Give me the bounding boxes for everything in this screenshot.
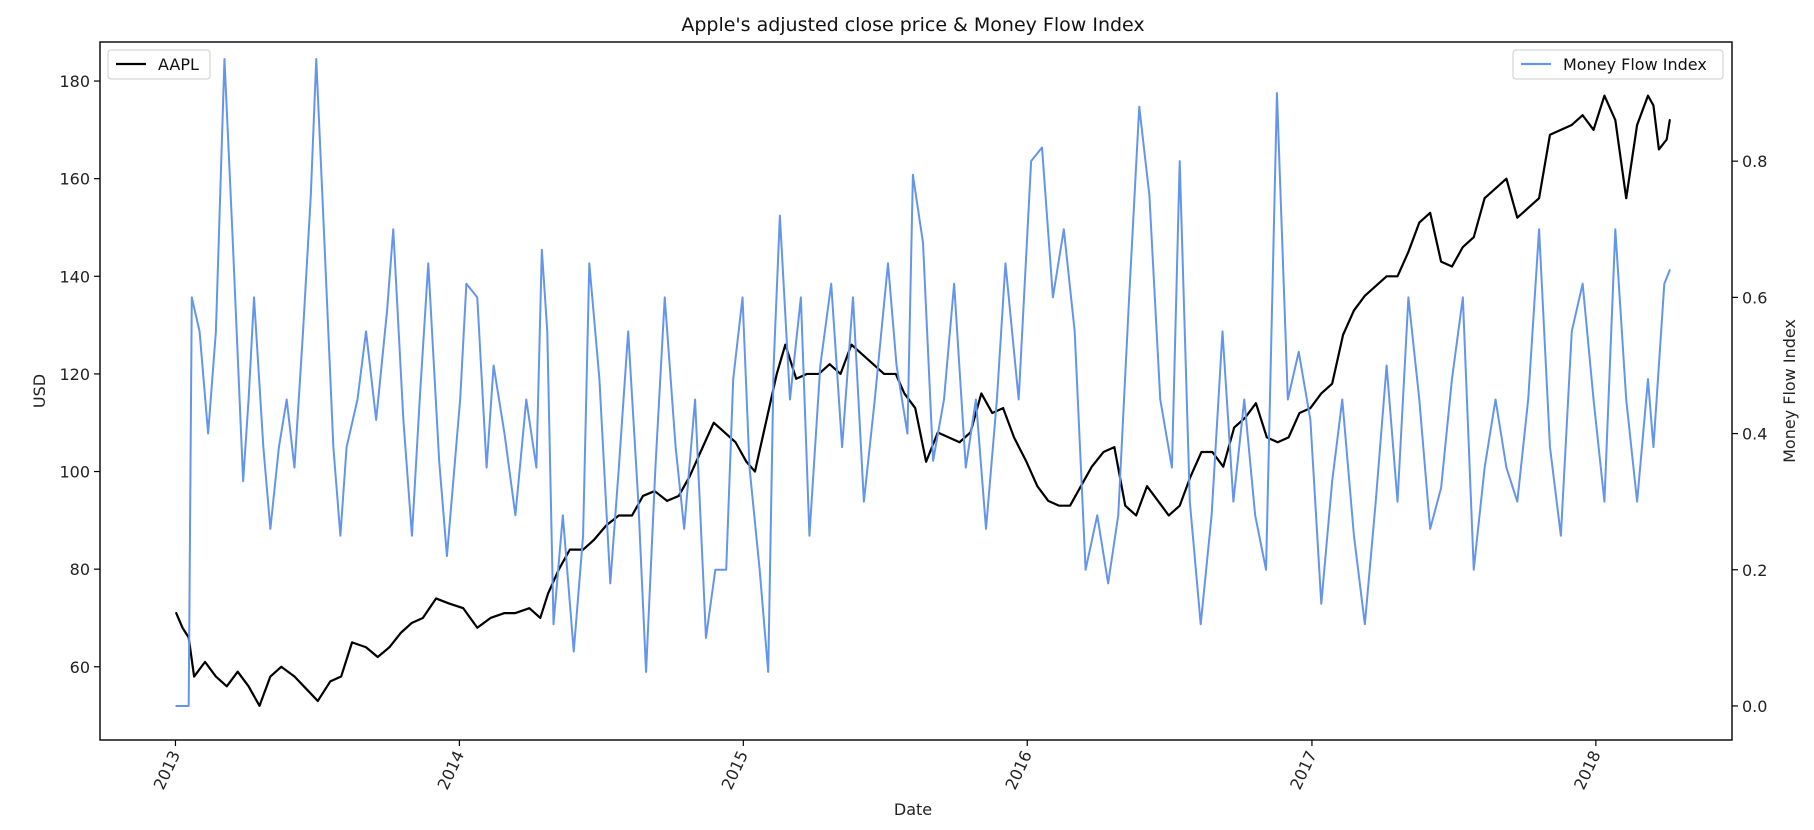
x-tick-label: 2018: [1570, 748, 1604, 793]
y-left-tick-label: 140: [59, 267, 90, 286]
legend-left: AAPL: [107, 49, 211, 80]
y-left-axis-label: USD: [30, 374, 49, 408]
legend-right-label: Money Flow Index: [1563, 55, 1707, 74]
legend-right: Money Flow Index: [1512, 49, 1724, 80]
x-axis-label: Date: [894, 800, 932, 819]
x-tick-label: 2017: [1286, 748, 1320, 793]
y-right-tick-label: 0.6: [1742, 288, 1767, 307]
x-tick-label: 2013: [150, 748, 184, 793]
y-right-axis-label: Money Flow Index: [1780, 319, 1799, 463]
series-layer: [175, 58, 1671, 707]
series-line-aapl: [175, 94, 1671, 707]
legend-right-box: [1512, 49, 1724, 80]
y-left-tick-label: 60: [70, 658, 90, 677]
plot-frame: [99, 41, 1733, 741]
y-right-tick-label: 0.4: [1742, 425, 1767, 444]
x-tick-label: 2014: [434, 748, 468, 793]
y-right-tick-label: 0.8: [1742, 152, 1767, 171]
legend-left-box: [107, 49, 211, 80]
legend-left-label: AAPL: [158, 55, 199, 74]
axes-layer: 60 80 100 120 140 160 180 0.0 0.2 0.4 0.6 0.8 2013 20…: [59, 72, 1767, 793]
y-left-tick-label: 180: [59, 72, 90, 91]
y-left-tick-label: 160: [59, 170, 90, 189]
y-left-tick-label: 100: [59, 463, 90, 482]
series-line-money-flow-index: [175, 58, 1671, 707]
y-right-tick-label: 0.2: [1742, 561, 1767, 580]
y-right-tick-label: 0.0: [1742, 697, 1767, 716]
y-left-tick-label: 120: [59, 365, 90, 384]
x-tick-label: 2016: [1001, 748, 1035, 793]
y-left-tick-label: 80: [70, 560, 90, 579]
chart-title: Apple's adjusted close price & Money Flo…: [681, 14, 1144, 36]
x-tick-label: 2015: [718, 748, 752, 793]
